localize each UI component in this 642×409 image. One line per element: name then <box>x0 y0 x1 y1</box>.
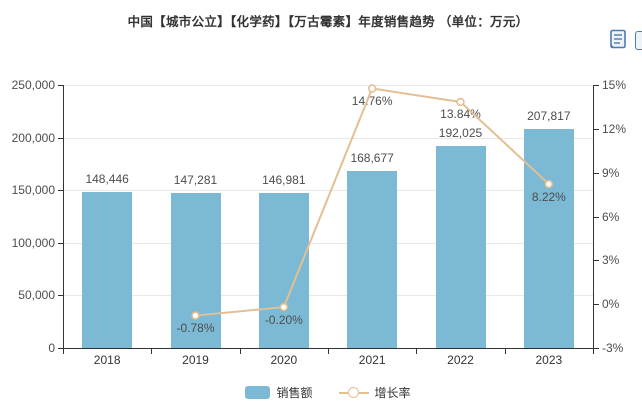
gridline <box>63 137 593 139</box>
clipped-toolbox-icon[interactable] <box>635 31 642 50</box>
y-axis-left-label: 100,000 <box>11 235 55 250</box>
y-axis-left-tick <box>58 295 63 297</box>
y-axis-left-tick <box>58 85 63 86</box>
legend-item-growth[interactable]: 增长率 <box>338 384 411 401</box>
line-series-swatch <box>338 386 369 399</box>
x-axis-label: 2018 <box>93 353 121 367</box>
y-axis-left-tick <box>58 242 63 244</box>
growth-value-label: 14.76% <box>351 94 393 108</box>
gridline <box>63 242 593 244</box>
growth-value-label: -0.78% <box>176 321 215 336</box>
legend-label-growth: 增长率 <box>374 386 411 400</box>
y-axis-right-label: 3% <box>602 253 620 268</box>
y-axis-right-tick <box>594 85 599 86</box>
y-axis-right-tick <box>594 348 599 349</box>
chart-title: 中国【城市公立】【化学药】【万古霉素】年度销售趋势 （单位：万元） <box>127 15 529 29</box>
legend: 销售额 增长率 <box>63 384 593 401</box>
x-axis-label: 2021 <box>358 353 386 367</box>
y-axis-right-label: 0% <box>602 297 620 312</box>
bar-value-label: 192,025 <box>438 125 483 140</box>
x-axis-label: 2020 <box>270 353 298 367</box>
x-axis-tick <box>151 349 153 354</box>
y-axis-left-label: 150,000 <box>11 183 55 198</box>
y-axis-right-label: 12% <box>602 121 627 136</box>
gridline <box>63 295 593 297</box>
x-axis-tick <box>593 349 594 354</box>
y-axis-right-tick <box>594 260 599 262</box>
legend-item-sales[interactable]: 销售额 <box>245 384 313 401</box>
y-axis-left-label: 200,000 <box>11 130 55 145</box>
x-axis-label: 2019 <box>182 353 209 367</box>
y-axis-right-label: 9% <box>602 165 620 180</box>
bar-value-label: 148,446 <box>85 171 129 186</box>
y-axis-left-line <box>63 85 64 348</box>
y-axis-right-label: 6% <box>602 209 620 224</box>
bar-value-label: 168,677 <box>350 150 394 165</box>
y-axis-left-tick <box>58 190 63 192</box>
toolbox <box>609 29 642 50</box>
y-axis-left-tick <box>58 348 63 349</box>
bar-series-swatch <box>245 386 271 399</box>
x-axis-line <box>63 348 594 349</box>
bar-value-label: 147,281 <box>173 173 218 188</box>
bar-value-label: 207,817 <box>527 109 571 124</box>
x-axis-tick <box>416 349 418 354</box>
x-axis-tick <box>239 349 241 354</box>
line-swatch-marker <box>347 386 359 398</box>
y-axis-right-tick <box>594 216 599 218</box>
y-axis-right-tick <box>594 128 599 130</box>
y-axis-left-tick <box>58 137 63 139</box>
y-axis-left-label: 50,000 <box>18 288 55 303</box>
gridline <box>63 85 593 86</box>
x-axis-tick <box>504 349 506 354</box>
y-axis-right-label: -3% <box>602 341 624 355</box>
sales-bar[interactable] <box>347 170 398 348</box>
growth-value-label: 13.84% <box>440 107 481 122</box>
y-axis-left-label: 250,000 <box>11 78 55 92</box>
x-axis-tick <box>63 349 64 354</box>
x-axis-label: 2022 <box>447 353 474 367</box>
data-view-icon[interactable] <box>609 29 627 49</box>
y-axis-left-label: 0 <box>48 341 55 355</box>
x-axis-label: 2023 <box>535 353 563 367</box>
sales-bar[interactable] <box>435 145 486 348</box>
y-axis-right-tick <box>594 172 599 174</box>
bar-value-label: 146,981 <box>262 173 306 188</box>
y-axis-right-line <box>593 85 594 348</box>
legend-label-sales: 销售额 <box>276 386 313 400</box>
sales-bar[interactable] <box>523 129 574 348</box>
sales-bar[interactable] <box>82 191 133 348</box>
growth-value-label: 8.22% <box>531 189 566 204</box>
x-axis-tick <box>328 349 329 354</box>
growth-value-label: -0.20% <box>264 312 303 327</box>
y-axis-right-tick <box>594 304 599 306</box>
y-axis-right-label: 15% <box>602 78 627 92</box>
